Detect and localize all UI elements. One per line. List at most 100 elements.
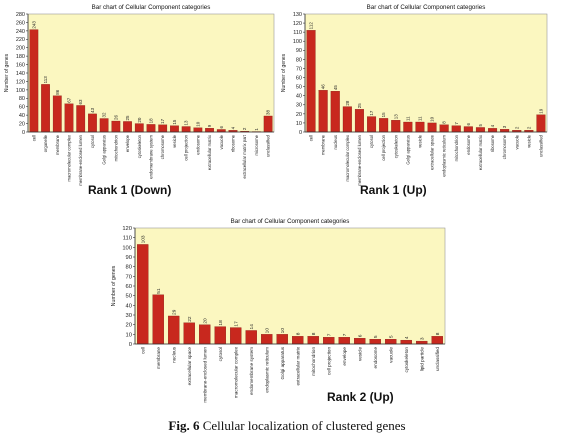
bar-value-label: 2	[526, 126, 531, 129]
bar	[463, 126, 473, 133]
x-category-label: endosome	[373, 347, 378, 369]
y-tick-label: 120	[16, 79, 25, 85]
bar	[146, 124, 156, 133]
bar	[292, 336, 304, 345]
x-category-label: vesicle	[526, 134, 531, 147]
figure-caption: Fig. 6 Cellular localization of clustere…	[0, 418, 574, 434]
y-tick-label: 240	[16, 29, 25, 35]
y-tick-label: 0	[129, 342, 132, 348]
chart-panel-rank1-up: Bar chart of Cellular Component categori…	[281, 0, 557, 186]
bar-value-label: 51	[156, 288, 162, 294]
y-tick-label: 120	[293, 21, 302, 27]
bar	[379, 118, 389, 133]
x-category-label: extracellular matrix	[295, 346, 300, 385]
bar	[111, 120, 121, 133]
x-category-label: endoplasmic reticulum	[442, 134, 447, 176]
bar-value-label: 2	[514, 126, 519, 129]
y-tick-label: 110	[293, 30, 302, 36]
x-category-label: vesicle	[357, 347, 362, 361]
bar	[245, 330, 257, 345]
bar	[323, 337, 335, 345]
x-category-label: membrane	[321, 134, 326, 155]
x-category-label: unclassified	[538, 134, 543, 157]
y-tick-label: 60	[19, 105, 25, 111]
x-category-label: nucleus	[171, 346, 176, 363]
bar	[400, 339, 412, 345]
bar	[342, 106, 352, 133]
bar-value-label: 22	[187, 316, 193, 322]
x-category-label: vesicle	[417, 134, 422, 147]
bar	[369, 339, 381, 345]
y-tick-label: 160	[16, 62, 25, 68]
bar-value-label: 18	[149, 118, 154, 124]
bar	[137, 244, 149, 345]
bar	[306, 30, 316, 133]
x-category-label: cytosol	[218, 347, 223, 361]
bar	[214, 326, 226, 345]
x-category-label: endosome	[466, 134, 471, 154]
bar-value-label: 243	[31, 21, 36, 29]
bar	[199, 324, 211, 345]
x-category-label: extracellular matrix	[478, 134, 483, 170]
y-tick-label: 260	[16, 20, 25, 26]
bar-value-label: 18	[218, 320, 224, 326]
y-tick-label: 50	[296, 85, 302, 91]
x-category-label: membrane-enclosed lumen	[78, 134, 83, 185]
x-category-label: macromolecular complex	[67, 134, 72, 181]
bar-value-label: 4	[231, 126, 236, 129]
bar	[261, 334, 273, 345]
bar-chart-rank1-up: Bar chart of Cellular Component categori…	[281, 4, 548, 186]
bar	[475, 127, 485, 133]
x-category-label: cell	[31, 135, 36, 141]
y-tick-label: 20	[19, 121, 25, 127]
x-category-label: vesicle	[172, 134, 177, 147]
y-axis-label: Number of genes	[111, 265, 117, 306]
bar-value-label: 17	[160, 118, 165, 124]
bar-chart-rank2-up: Bar chart of Cellular Component categori…	[111, 218, 446, 403]
y-tick-label: 10	[296, 121, 302, 127]
x-category-label: extracellular matrix part	[242, 134, 247, 178]
x-category-label: macromolecular complex	[345, 134, 350, 181]
bar-value-label: 5	[478, 123, 483, 126]
y-tick-label: 90	[296, 48, 302, 54]
bar-value-label: 15	[172, 119, 177, 125]
y-tick-label: 50	[126, 294, 132, 300]
y-axis-label: Number of genes	[281, 53, 287, 92]
y-tick-label: 120	[122, 226, 132, 232]
x-category-label: extracellular space	[430, 134, 435, 170]
x-category-label: Golgi apparatus	[405, 135, 410, 165]
bar	[76, 105, 86, 133]
bar	[123, 121, 132, 133]
y-tick-label: 130	[293, 12, 302, 18]
y-tick-label: 200	[16, 46, 25, 52]
bar-value-label: 7	[454, 122, 459, 125]
bar-value-label: 4	[490, 124, 495, 127]
x-category-label: extracellular matrix	[207, 134, 212, 170]
x-category-label: cytoskeleton	[393, 134, 398, 158]
y-tick-label: 80	[296, 57, 302, 63]
x-category-label: lipid particle	[419, 347, 424, 372]
bar	[99, 118, 109, 133]
bar	[354, 109, 364, 133]
bar-value-label: 8	[442, 121, 447, 124]
x-category-label: endomembrane system	[249, 347, 254, 395]
chart-subtitle-rank1-down: Rank 1 (Down)	[88, 183, 172, 197]
bar-value-label: 25	[357, 103, 362, 109]
bar	[193, 127, 203, 133]
bar	[338, 337, 350, 345]
x-category-label: endomembrane system	[149, 134, 154, 178]
y-tick-label: 30	[296, 103, 302, 109]
y-tick-label: 20	[126, 323, 132, 329]
bar-value-label: 32	[102, 112, 107, 118]
x-category-label: cell	[140, 347, 145, 354]
x-category-label: membrane-enclosed lumen	[202, 347, 207, 403]
bar	[403, 121, 413, 133]
y-tick-label: 0	[22, 130, 25, 136]
x-category-label: envelope	[125, 134, 130, 152]
bar	[431, 336, 443, 345]
bar-value-label: 9	[207, 124, 212, 127]
bar	[354, 338, 366, 345]
y-tick-label: 100	[293, 39, 302, 45]
bar	[52, 95, 62, 133]
bar	[263, 115, 273, 133]
